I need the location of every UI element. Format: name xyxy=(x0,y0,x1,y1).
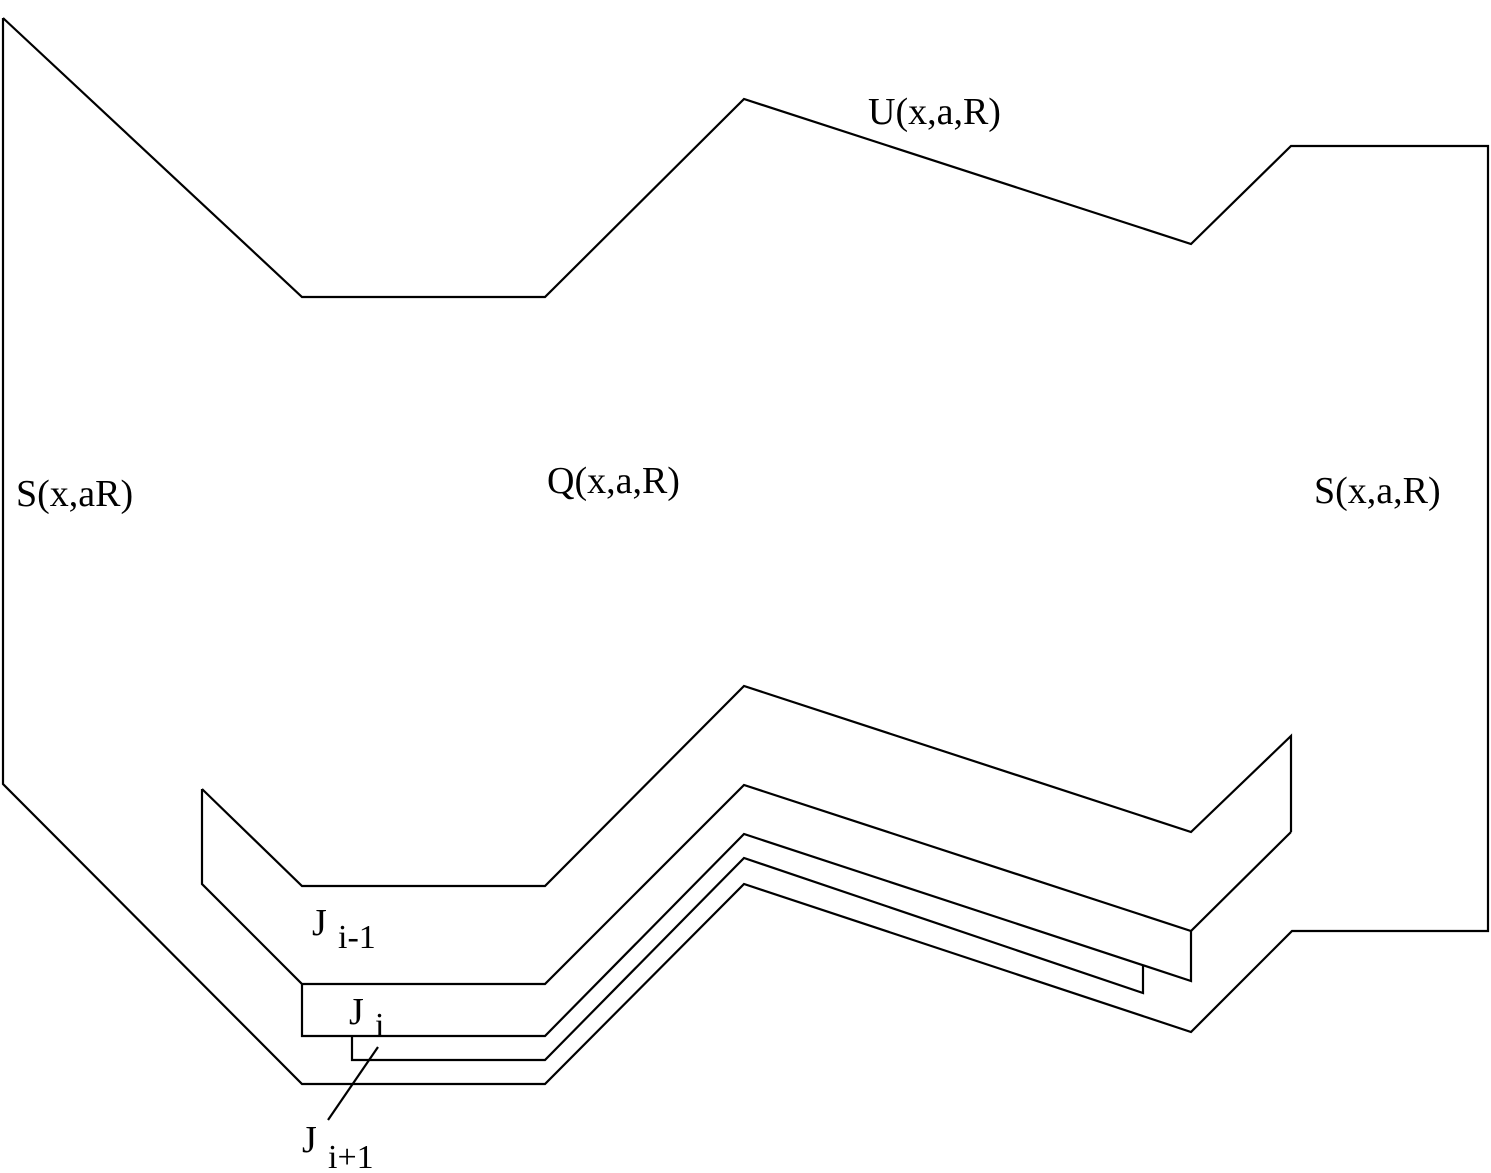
label-s-left: S(x,aR) xyxy=(16,473,133,515)
label-j-cur: J xyxy=(349,991,364,1033)
label-q: Q(x,a,R) xyxy=(547,460,680,502)
j-next-pointer xyxy=(327,1046,379,1121)
label-j-next: J xyxy=(302,1119,317,1161)
strip-j-next xyxy=(350,856,1145,1062)
strip-j-prev-upper xyxy=(201,684,1293,888)
label-j-next-subscript: i+1 xyxy=(328,1139,374,1173)
label-s-right: S(x,a,R) xyxy=(1314,470,1441,512)
outer-boundary xyxy=(1,17,1490,1086)
label-j-prev-subscript: i-1 xyxy=(338,919,376,956)
label-j-cur-subscript: i xyxy=(375,1007,384,1044)
strip-j-cur xyxy=(300,832,1193,1038)
label-j-prev: J xyxy=(312,902,327,944)
label-u: U(x,a,R) xyxy=(868,91,1001,133)
